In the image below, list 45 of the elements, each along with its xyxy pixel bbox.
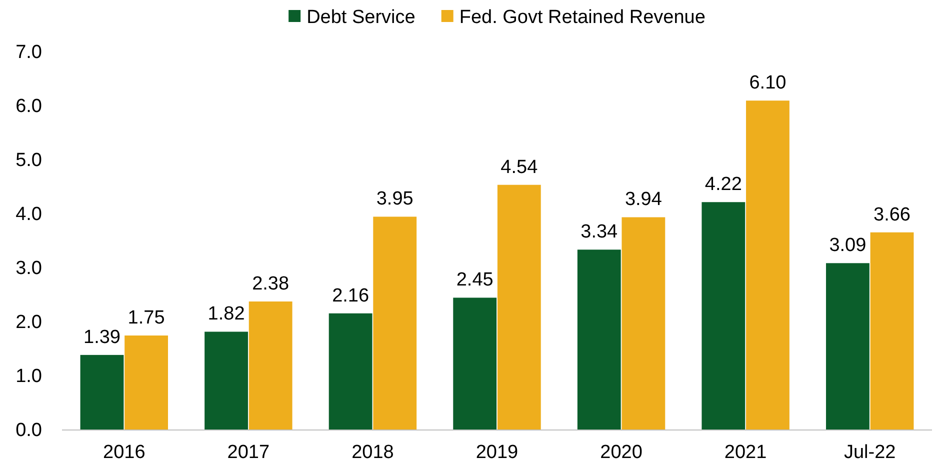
data-label: 1.75 [128, 308, 165, 328]
bar [826, 263, 870, 430]
x-tick-label: 2017 [227, 442, 270, 463]
data-label: 3.94 [624, 189, 662, 210]
data-label: 1.39 [84, 326, 120, 348]
x-tick-label: 2016 [103, 442, 146, 463]
data-label: 4.54 [500, 156, 538, 178]
data-label: 2.45 [456, 270, 494, 291]
x-tick-label: 2018 [352, 442, 394, 463]
data-label: 6.10 [749, 72, 786, 94]
y-tick-label: 0.0 [16, 420, 42, 442]
bar [248, 301, 292, 430]
data-label: 3.34 [580, 222, 618, 243]
data-label: 2.38 [252, 273, 290, 294]
y-tick-label: 1.0 [16, 366, 42, 388]
bar [204, 332, 248, 430]
y-tick-label: 2.0 [16, 312, 42, 334]
y-tick-label: 7.0 [16, 42, 42, 64]
x-tick-label: 2021 [724, 442, 767, 463]
bar [124, 336, 168, 430]
bar [80, 354, 124, 430]
bar [870, 232, 914, 430]
bar [373, 216, 417, 430]
data-label: 3.66 [874, 204, 910, 226]
bar [622, 217, 666, 430]
data-label: 3.95 [376, 188, 414, 210]
y-tick-label: 3.0 [16, 258, 42, 280]
bar [497, 184, 541, 430]
y-tick-label: 6.0 [16, 96, 42, 118]
bar [702, 202, 746, 430]
y-tick-label: 4.0 [16, 204, 42, 226]
data-label: 3.09 [829, 235, 866, 256]
bar [453, 298, 497, 430]
x-tick-label: 2020 [600, 442, 642, 463]
legend-label: Fed. Govt Retained Revenue [459, 7, 706, 28]
data-label: 2.16 [332, 285, 370, 306]
bar [328, 313, 372, 430]
bar [746, 100, 790, 430]
legend-label: Debt Service [306, 7, 416, 28]
bar [577, 250, 621, 430]
data-label: 4.22 [704, 174, 742, 196]
x-tick-label: Jul-22 [844, 442, 896, 463]
data-label: 1.82 [208, 304, 245, 325]
x-tick-label: 2019 [476, 442, 518, 463]
y-tick-label: 5.0 [16, 150, 42, 172]
